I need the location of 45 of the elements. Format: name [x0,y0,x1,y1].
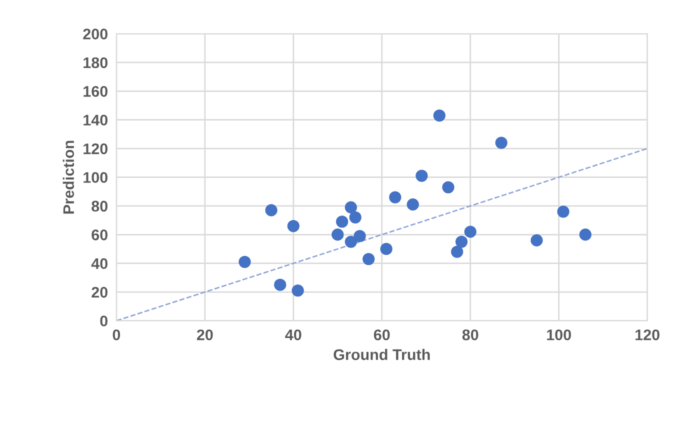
point [433,109,446,122]
point [455,236,468,248]
y-tick-label: 40 [91,258,108,270]
point [495,136,508,149]
point [557,206,570,218]
point [579,228,592,241]
point [362,252,375,266]
point [332,228,344,241]
point [406,198,419,211]
point [464,226,476,238]
y-tick-label: 100 [84,172,108,183]
point [389,191,402,204]
x-tick-label: 100 [547,329,571,340]
point [344,201,357,214]
y-tick-label: 180 [84,57,108,68]
y-tick-label: 160 [84,86,108,97]
y-tick-label: 80 [92,200,108,212]
x-tick-label: 20 [196,329,213,340]
point [336,216,348,228]
point [442,181,454,194]
y-tick-label: 20 [92,286,108,298]
point [349,211,362,224]
point [530,234,543,246]
x-tick-label: 40 [285,329,302,340]
x-axis-title: Ground Truth [334,348,430,360]
point [265,204,278,216]
point [380,242,392,256]
x-tick-label: 0 [112,329,120,340]
y-tick-label: 140 [84,114,108,126]
point [292,284,304,297]
y-tick-label: 0 [100,316,108,326]
x-tick-label: 80 [462,329,478,340]
point [354,230,366,242]
point [287,220,300,232]
y-axis-title: Prediction [62,140,74,214]
y-tick-label: 200 [83,28,108,40]
point [238,256,251,268]
point [274,278,286,291]
y-tick-label: 120 [84,143,108,154]
x-tick-label: 120 [636,329,660,340]
y-tick-label: 60 [92,230,108,240]
x-tick-label: 60 [374,329,390,340]
point [451,246,464,258]
point [416,170,428,182]
point [344,236,357,248]
